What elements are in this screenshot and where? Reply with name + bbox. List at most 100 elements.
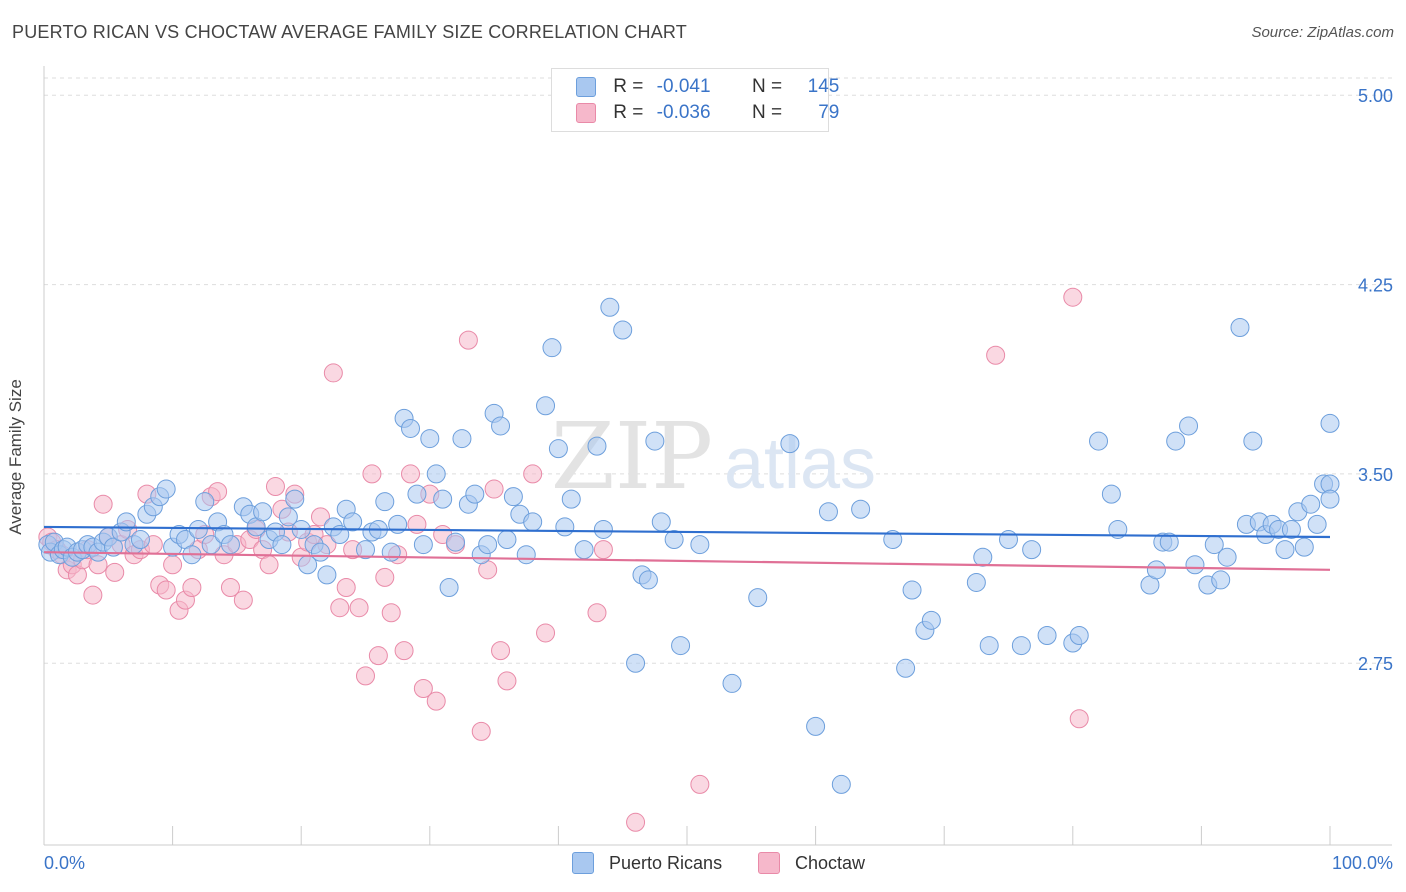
legend-r-label: R = [613,76,644,97]
point-puerto-rican [413,535,433,555]
legend-n-label: N = [751,76,783,97]
point-puerto-rican [638,570,658,590]
point-puerto-rican [651,512,671,532]
legend-n-value: 79 [818,102,840,123]
point-puerto-rican [1275,540,1295,560]
point-puerto-rican [188,519,208,539]
legend-r-value: -0.041 [656,76,711,97]
point-puerto-rican [407,484,427,504]
point-puerto-rican [343,512,363,532]
point-puerto-rican [1022,540,1042,560]
point-puerto-rican [285,489,305,509]
point-puerto-rican [1159,532,1179,552]
point-puerto-rican [748,588,768,608]
source-label: Source: ZipAtlas.com [1251,24,1394,41]
point-puerto-rican [1294,537,1314,557]
point-puerto-rican [671,636,691,656]
point-choctaw [458,330,478,350]
point-puerto-rican [574,540,594,560]
y-axis-label: Average Family Size [6,379,25,535]
point-choctaw [394,641,414,661]
point-puerto-rican [600,297,620,317]
point-puerto-rican [278,507,298,527]
point-choctaw [381,603,401,623]
point-choctaw [491,641,511,661]
point-choctaw [368,646,388,666]
point-puerto-rican [317,565,337,585]
point-puerto-rican [426,464,446,484]
y-tick-label: 2.75 [1358,654,1393,674]
point-puerto-rican [690,535,710,555]
point-choctaw [426,691,446,711]
point-choctaw [471,721,491,741]
point-choctaw [401,464,421,484]
point-puerto-rican [1011,636,1031,656]
point-puerto-rican [979,636,999,656]
point-choctaw [156,580,176,600]
point-puerto-rican [433,489,453,509]
point-puerto-rican [542,338,562,358]
point-puerto-rican [452,429,472,449]
point-puerto-rican [1320,489,1340,509]
bottom-legend-swatch-blue [572,852,594,875]
bottom-legend-swatch-pink [758,852,780,875]
point-choctaw [259,555,279,575]
point-puerto-rican [446,532,466,552]
point-puerto-rican [1108,519,1128,539]
tick-labels: 2.75 3.50 4.25 5.00 0.0% 100.0% [44,86,1393,873]
x-tick-label-min: 0.0% [44,853,85,873]
watermark-atlas: atlas [724,424,876,504]
point-puerto-rican [116,512,136,532]
point-choctaw [182,578,202,598]
legend-row-choctaw: R = -0.036 N = 79 [576,102,839,124]
point-puerto-rican [1037,625,1057,645]
point-puerto-rican [272,535,292,555]
point-choctaw [536,623,556,643]
point-puerto-rican [645,431,665,451]
point-puerto-rican [356,540,375,560]
point-choctaw [626,812,646,832]
point-puerto-rican [523,512,543,532]
point-puerto-rican [195,492,215,512]
point-choctaw [413,678,433,698]
point-puerto-rican [613,320,633,340]
point-puerto-rican [220,535,240,555]
point-puerto-rican [465,484,485,504]
point-puerto-rican [831,774,851,794]
point-puerto-rican [780,434,800,454]
legend-n-value: 145 [807,76,840,97]
point-puerto-rican [973,547,993,567]
point-puerto-rican [896,658,916,678]
point-choctaw [265,477,285,497]
point-choctaw [336,578,356,598]
point-puerto-rican [401,418,421,438]
point-puerto-rican [1166,431,1186,451]
point-choctaw [310,507,330,527]
point-puerto-rican [420,429,440,449]
point-choctaw [83,585,103,605]
point-puerto-rican [536,396,556,416]
point-puerto-rican [1069,625,1089,645]
point-puerto-rican [1320,413,1340,433]
point-puerto-rican [516,545,536,565]
point-choctaw [484,479,504,499]
point-puerto-rican [381,542,401,562]
point-choctaw [593,540,613,560]
point-puerto-rican [375,492,395,512]
point-choctaw [375,567,395,587]
point-puerto-rican [593,519,613,539]
legend-swatch-blue [576,77,596,97]
watermark-zip: ZIP [551,403,713,510]
trend-lines [43,525,1331,571]
point-puerto-rican [548,439,568,459]
point-choctaw [356,666,375,686]
point-choctaw [587,603,607,623]
point-puerto-rican [818,502,838,522]
point-puerto-rican [1146,560,1166,580]
point-puerto-rican [310,542,330,562]
y-tick-label: 4.25 [1358,276,1393,296]
point-puerto-rican [1307,514,1327,534]
point-puerto-rican [626,653,646,673]
point-choctaw [1063,287,1083,307]
